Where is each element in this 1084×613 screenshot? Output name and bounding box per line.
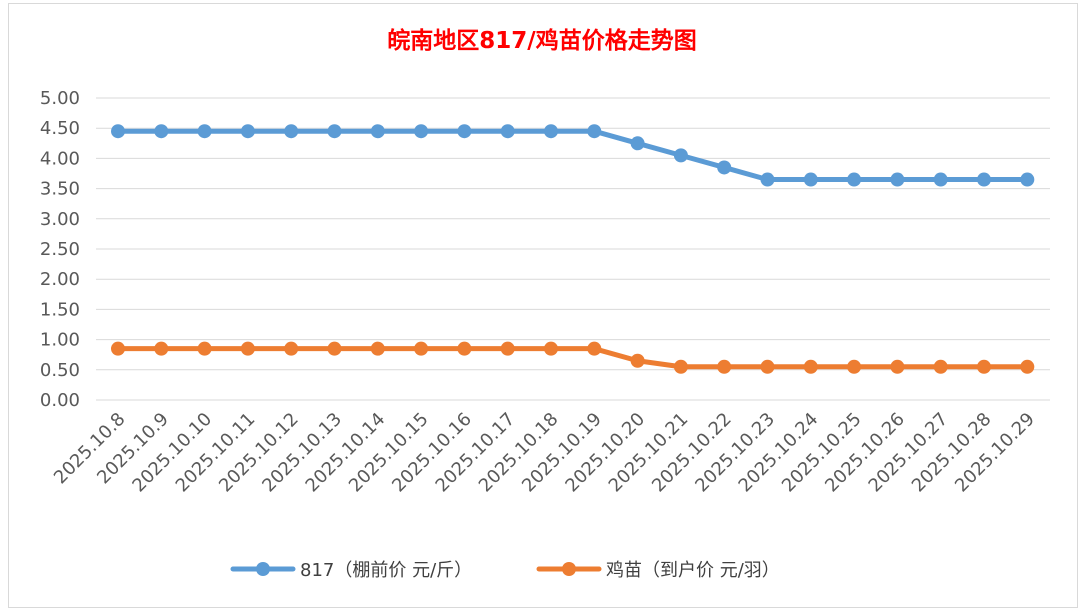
data-point bbox=[673, 359, 688, 374]
y-tick-label: 1.50 bbox=[40, 299, 80, 320]
data-point bbox=[673, 148, 688, 163]
chart-title: 皖南地区817/鸡苗价格走势图 bbox=[387, 27, 696, 54]
data-point bbox=[414, 124, 429, 139]
data-point bbox=[544, 341, 558, 356]
data-point bbox=[933, 359, 948, 374]
y-tick-label: 3.00 bbox=[40, 209, 80, 230]
data-point bbox=[197, 124, 212, 139]
data-point bbox=[370, 124, 385, 139]
y-tick-label: 2.00 bbox=[40, 269, 80, 290]
chart-frame bbox=[8, 3, 1078, 608]
y-axis-ticks: 0.00 0.50 1.00 1.50 2.00 2.50 3.00 3.50 4.00 4.50… bbox=[40, 88, 80, 411]
y-tick-label: 4.00 bbox=[40, 148, 80, 169]
y-tick-label: 2.50 bbox=[40, 239, 80, 260]
data-point bbox=[111, 124, 125, 139]
series-line-0 bbox=[115, 128, 1030, 183]
data-point bbox=[890, 172, 905, 187]
data-point bbox=[630, 136, 645, 151]
legend-label: 817（棚前价 元/斤） bbox=[300, 560, 472, 581]
y-tick-label: 0.00 bbox=[40, 390, 80, 411]
data-point bbox=[587, 124, 602, 139]
y-tick-label: 3.50 bbox=[40, 179, 80, 200]
data-point bbox=[760, 172, 775, 187]
y-tick-label: 5.00 bbox=[40, 88, 80, 109]
data-point bbox=[1020, 359, 1035, 374]
legend-label: 鸡苗（到户价 元/羽） bbox=[606, 560, 780, 581]
data-point bbox=[500, 124, 515, 139]
legend: 817（棚前价 元/斤） 鸡苗（到户价 元/羽） bbox=[230, 560, 780, 581]
series-layer bbox=[111, 124, 1035, 374]
data-point bbox=[587, 341, 602, 356]
data-point bbox=[977, 359, 991, 374]
data-point bbox=[890, 359, 905, 374]
data-point bbox=[1020, 172, 1035, 187]
grid-lines bbox=[96, 97, 1050, 401]
data-point bbox=[240, 341, 255, 356]
data-point bbox=[154, 341, 169, 356]
y-tick-label: 1.00 bbox=[40, 330, 80, 351]
data-point bbox=[240, 124, 255, 139]
data-point bbox=[370, 341, 385, 356]
x-axis-ticks: 2025.10.82025.10.92025.10.102025.10.1120… bbox=[50, 409, 1039, 497]
data-point bbox=[197, 341, 212, 356]
data-point bbox=[284, 341, 299, 356]
y-tick-label: 0.50 bbox=[40, 360, 80, 381]
data-point bbox=[847, 359, 862, 374]
data-point bbox=[327, 341, 342, 356]
y-tick-label: 4.50 bbox=[40, 118, 80, 139]
data-point bbox=[933, 172, 948, 187]
data-point bbox=[803, 359, 818, 374]
data-point bbox=[154, 124, 169, 139]
data-point bbox=[717, 160, 732, 175]
series-line-1 bbox=[115, 346, 1030, 370]
data-point bbox=[760, 359, 775, 374]
legend-marker bbox=[562, 562, 576, 576]
data-point bbox=[111, 341, 125, 356]
data-point bbox=[457, 341, 472, 356]
data-point bbox=[803, 172, 818, 187]
data-point bbox=[284, 124, 299, 139]
data-point bbox=[847, 172, 862, 187]
data-point bbox=[630, 353, 645, 368]
data-point bbox=[457, 124, 472, 139]
legend-marker bbox=[256, 562, 270, 576]
data-point bbox=[544, 124, 558, 139]
data-point bbox=[977, 172, 991, 187]
data-point bbox=[717, 359, 732, 374]
data-point bbox=[500, 341, 515, 356]
data-point bbox=[414, 341, 429, 356]
data-point bbox=[327, 124, 342, 139]
